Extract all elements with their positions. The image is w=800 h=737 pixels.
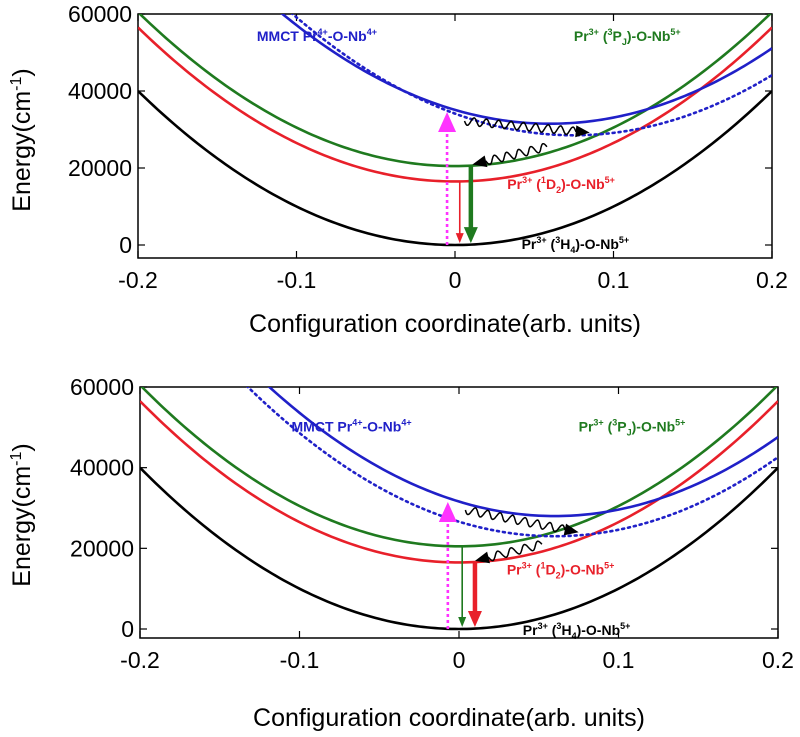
y-axis-title: Energy(cm-1) <box>8 443 36 586</box>
curve-label-d2: Pr3+ (1D2)-O-Nb5+ <box>507 175 615 195</box>
relaxation-to-mmct-arrow-wave <box>463 117 580 136</box>
relaxation-to-mmct-arrow-head <box>575 125 590 138</box>
bottom-panel: 0 20000 40000 60000 -0.2 -0.1 0 0.1 0.2 Configura… <box>8 374 794 732</box>
x-tick-label: 0.1 <box>603 647 635 673</box>
emission-p-arrow-head <box>458 616 467 627</box>
relaxation-to-mmct-arrow-head <box>563 523 579 536</box>
y-tick-label: 40000 <box>68 78 132 104</box>
x-axis-title: Configuration coordinate(arb. units) <box>249 310 641 338</box>
emission-d2-arrow-head <box>467 610 482 627</box>
relaxation-to-mmct-arrow-wave <box>464 507 569 533</box>
x-tick-label: 0 <box>453 647 466 673</box>
y-tick-label: 60000 <box>68 1 132 27</box>
axes-frame <box>137 13 773 259</box>
relaxation-to-level-arrow-head <box>474 551 490 564</box>
excitation-arrow-head <box>438 501 457 522</box>
emission-d2-arrow-head <box>455 233 464 244</box>
x-axis-title: Configuration coordinate(arb. units) <box>253 704 645 732</box>
curve-label-ground: Pr3+ (3H4)-O-Nb5+ <box>522 235 630 255</box>
y-tick-label: 0 <box>121 616 134 642</box>
x-tick-label: 0.1 <box>598 267 630 293</box>
curve-ground <box>138 90 772 247</box>
top-panel: 0 20000 40000 60000 -0.2 -0.1 0 0.1 0.2 Configura… <box>8 1 788 338</box>
curve-label-mmct: MMCT Pr4+-O-Nb4+ <box>292 417 412 434</box>
x-tick-label: -0.2 <box>118 267 158 293</box>
curve-label-mmct: MMCT Pr4+-O-Nb4+ <box>257 27 377 44</box>
curve-label-d2: Pr3+ (1D2)-O-Nb5+ <box>507 561 615 581</box>
curve-d2 <box>140 400 778 564</box>
x-tick-label: 0 <box>449 267 462 293</box>
excitation-arrow-head <box>438 112 457 133</box>
emission-p-arrow-head <box>463 227 478 244</box>
y-tick-label: 60000 <box>70 374 134 400</box>
y-axis-title: Energy(cm-1) <box>8 68 36 211</box>
curve-label-ground: Pr3+ (3H4)-O-Nb5+ <box>523 621 631 641</box>
x-tick-label: -0.1 <box>280 647 320 673</box>
y-tick-label: 0 <box>119 232 132 258</box>
y-tick-label: 20000 <box>68 155 132 181</box>
curve-ground <box>140 466 778 631</box>
y-tick-label: 20000 <box>70 535 134 561</box>
x-tick-label: -0.2 <box>120 647 160 673</box>
x-tick-label: -0.1 <box>277 267 317 293</box>
relaxation-to-level-arrow-head <box>472 155 488 168</box>
curve-label-p: Pr3+ (3PJ)-O-Nb5+ <box>579 417 686 437</box>
x-tick-label: 0.2 <box>756 267 788 293</box>
curves-group <box>140 387 778 631</box>
curve-d2 <box>138 26 772 183</box>
curve-mmct_dotted <box>290 14 772 137</box>
curve-p <box>140 387 778 548</box>
relaxation-to-level-arrow-wave <box>482 142 548 166</box>
curve-mmct <box>267 387 778 518</box>
y-tick-label: 40000 <box>70 455 134 481</box>
x-tick-label: 0.2 <box>762 647 794 673</box>
curve-mmct_dotted <box>246 387 778 538</box>
curve-mmct <box>280 14 772 126</box>
curves-group <box>138 14 772 247</box>
curve-p <box>138 14 772 168</box>
relaxation-to-level-arrow-wave <box>484 540 543 562</box>
curve-label-p: Pr3+ (3PJ)-O-Nb5+ <box>574 27 681 47</box>
